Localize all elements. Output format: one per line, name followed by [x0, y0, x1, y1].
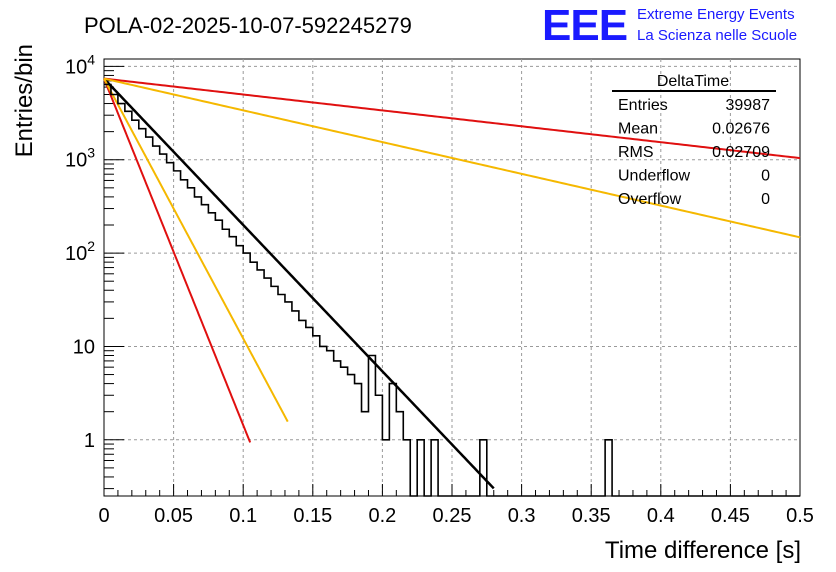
- fit-black: [103, 77, 495, 490]
- grid: [104, 59, 800, 496]
- stats-label: Underflow: [618, 168, 690, 185]
- y-tick-label: 102: [65, 238, 95, 265]
- fit-red-shallow: [103, 77, 801, 160]
- x-tick-label: 0.15: [293, 505, 332, 527]
- stats-title: DeltaTime: [657, 73, 729, 90]
- chart-title: POLA-02-2025-10-07-592245279: [84, 13, 412, 38]
- eee-logo: EEE Extreme Energy Events La Scienza nel…: [542, 1, 797, 50]
- x-axis-label: Time difference [s]: [605, 537, 801, 564]
- stats-value: 39987: [726, 97, 771, 114]
- x-tick-label: 0.05: [154, 505, 193, 527]
- x-tick-label: 0: [98, 505, 109, 527]
- axis-ticks: [103, 65, 801, 496]
- logo-line2: La Scienza nelle Scuole: [637, 27, 797, 44]
- x-tick-label: 0.2: [368, 505, 396, 527]
- x-tick-label: 0.4: [647, 505, 675, 527]
- fit-curves: [103, 77, 801, 490]
- y-tick-label: 103: [65, 145, 95, 172]
- x-tick-label: 0.5: [786, 505, 814, 527]
- stats-value: 0: [761, 191, 770, 208]
- x-tick-labels: 0 0.05 0.1 0.15 0.2 0.25 0.3 0.35 0.4 0.45 0.5: [98, 505, 813, 527]
- histogram: [103, 83, 800, 497]
- x-tick-label: 0.3: [508, 505, 536, 527]
- y-tick-label: 104: [65, 51, 95, 78]
- logo-mark: EEE: [542, 1, 627, 50]
- stats-value: 0.02676: [712, 121, 770, 138]
- x-tick-label: 0.45: [711, 505, 750, 527]
- x-tick-label: 0.1: [229, 505, 257, 527]
- stats-value: 0.02709: [712, 144, 770, 161]
- y-axis-label: Entries/bin: [11, 44, 38, 157]
- y-tick-labels: 1 10 102 103 104: [65, 51, 95, 451]
- x-tick-label: 0.25: [433, 505, 472, 527]
- fit-orange-shallow: [103, 77, 801, 239]
- histogram-steps: [103, 83, 800, 497]
- stats-rows: Entries 39987 Mean 0.02676 RMS 0.02709 Underfl…: [618, 97, 770, 208]
- fit-red-steep: [103, 78, 252, 443]
- y-tick-label: 1: [84, 430, 95, 452]
- stats-label: RMS: [618, 144, 654, 161]
- stats-box: DeltaTime Entries 39987 Mean 0.02676 RMS 0.02…: [612, 73, 776, 208]
- y-tick-label: 10: [73, 336, 95, 358]
- stats-label: Overflow: [618, 191, 682, 208]
- fit-orange-steep: [103, 78, 289, 423]
- logo-line1: Extreme Energy Events: [637, 6, 795, 23]
- stats-value: 0: [761, 168, 770, 185]
- stats-label: Mean: [618, 121, 658, 138]
- x-tick-label: 0.35: [572, 505, 611, 527]
- stats-label: Entries: [618, 97, 668, 114]
